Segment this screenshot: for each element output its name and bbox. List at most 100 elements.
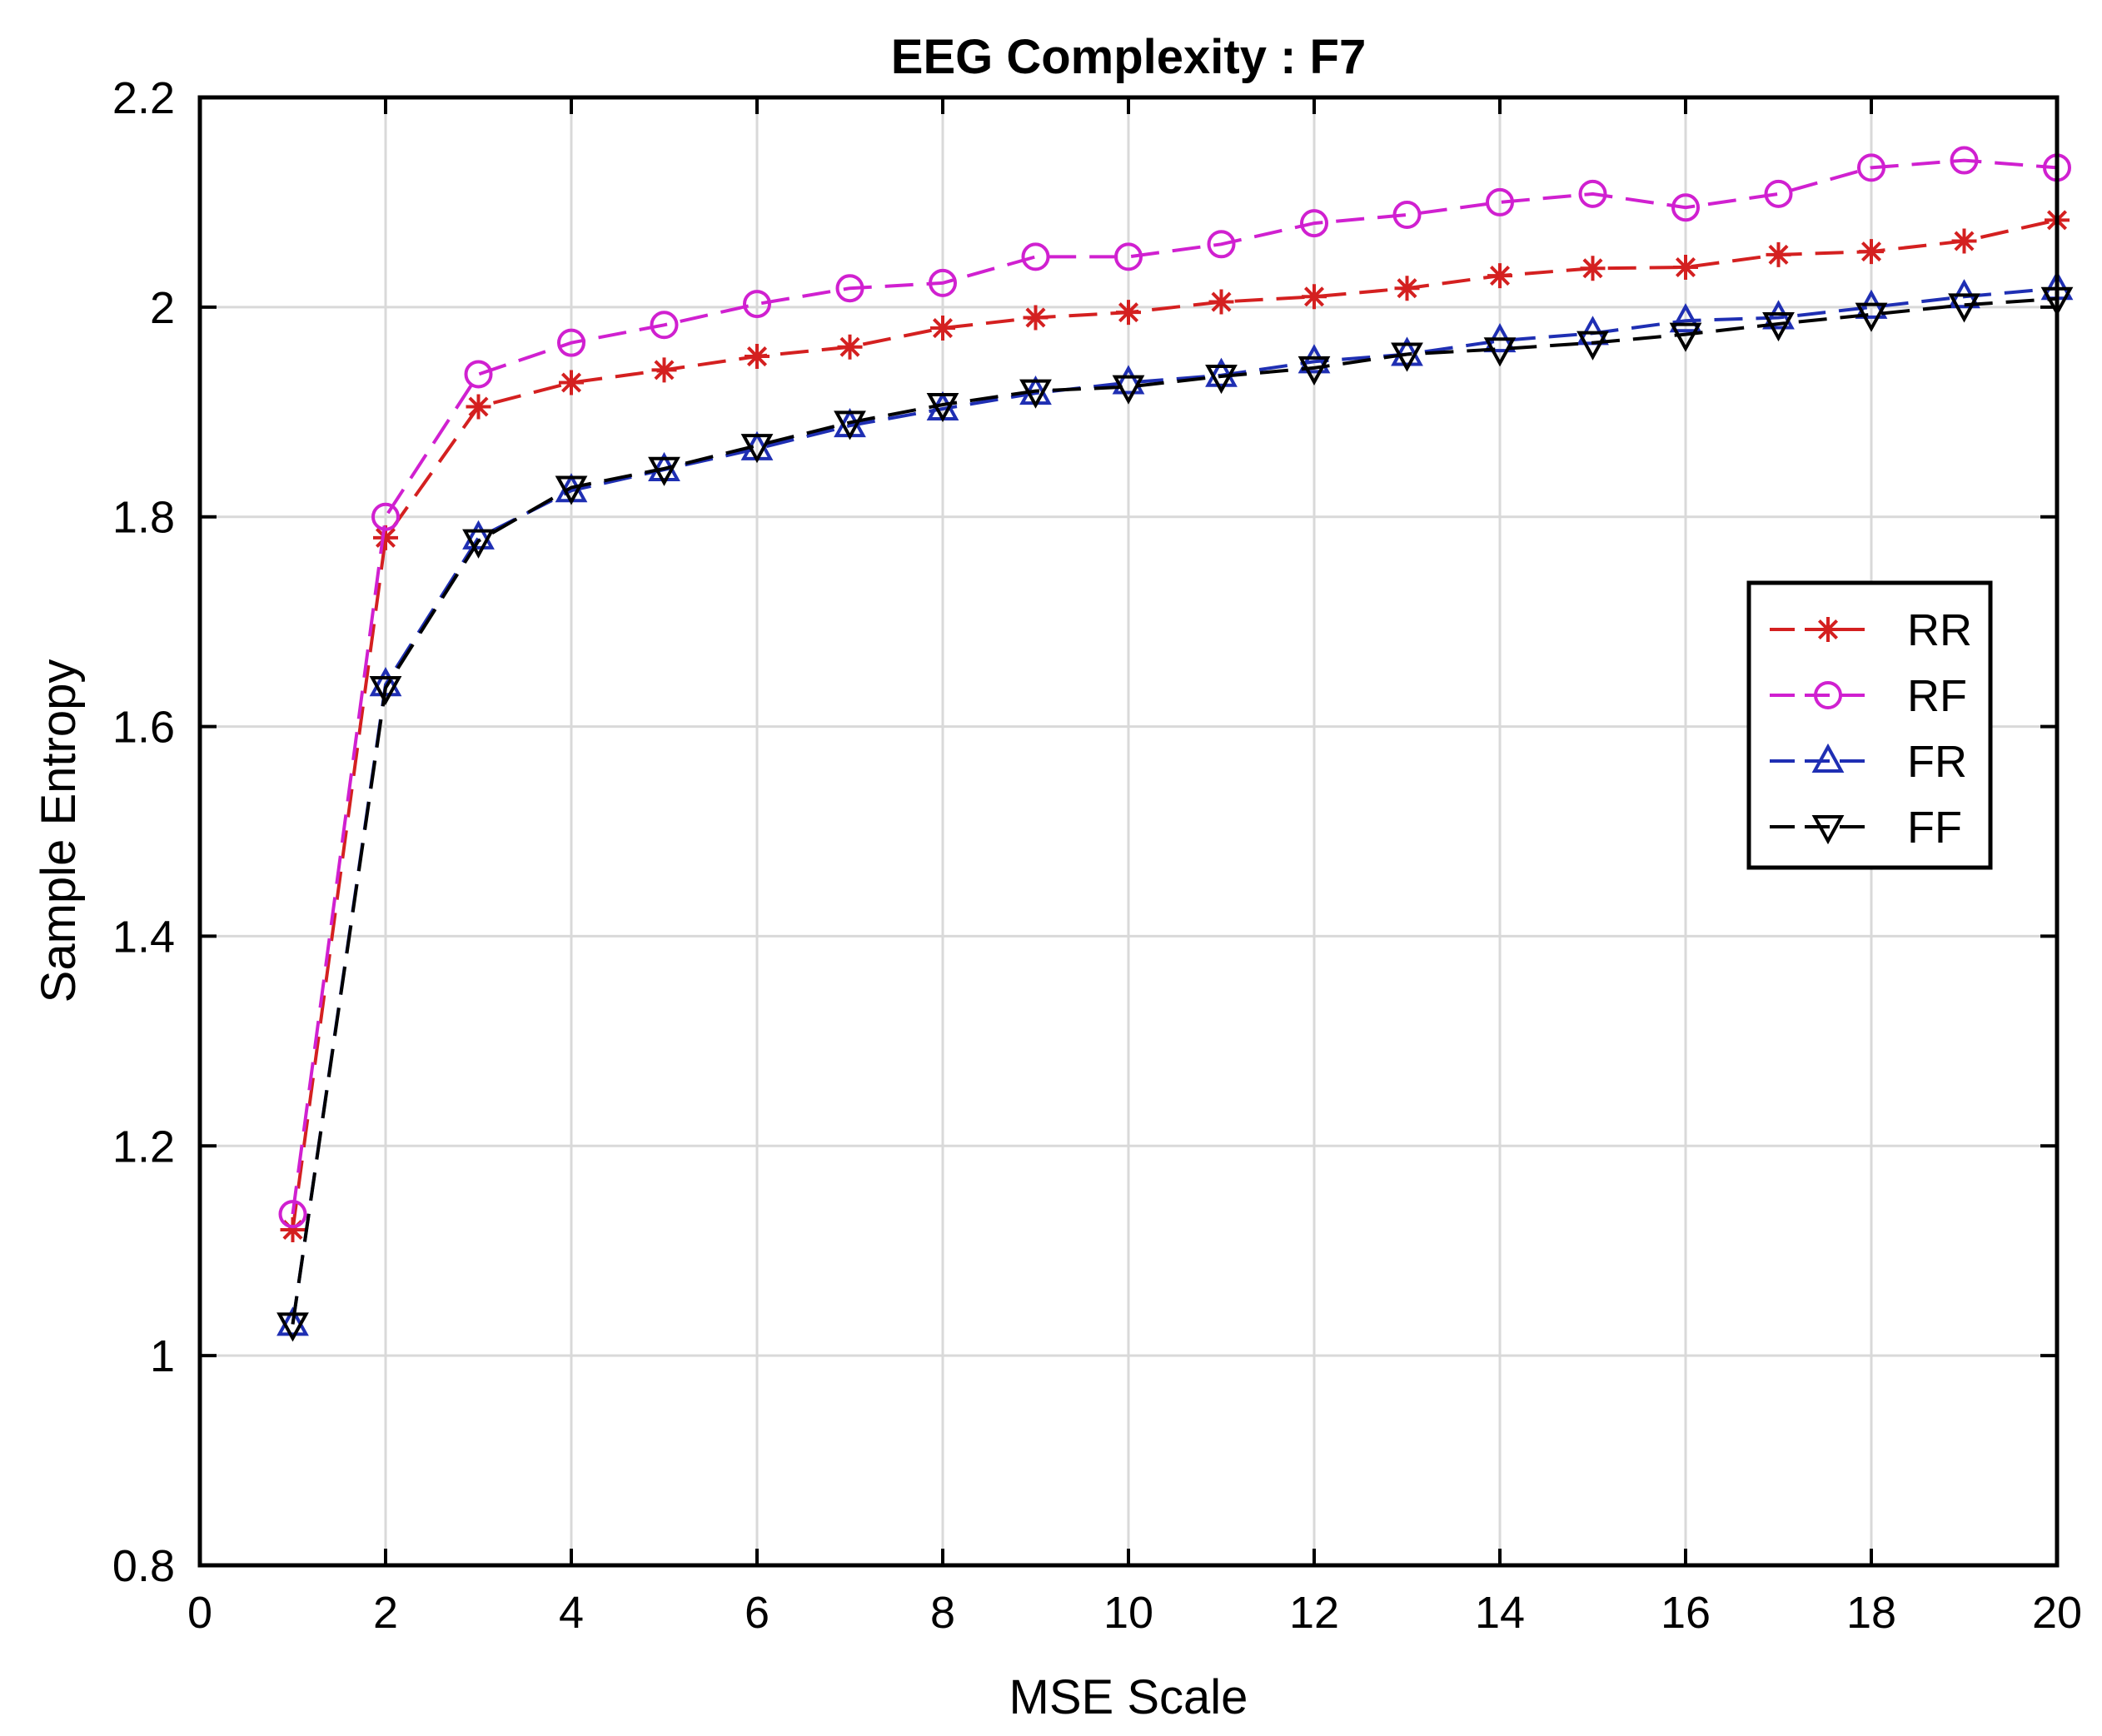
data-point <box>929 268 957 297</box>
data-point <box>1205 364 1238 395</box>
y-tick-label: 1.6 <box>112 703 175 753</box>
y-tick-label: 0.8 <box>112 1541 175 1591</box>
legend-marker <box>1814 681 1842 709</box>
legend-label: RF <box>1907 671 1967 721</box>
data-point <box>930 316 955 341</box>
data-point <box>837 334 863 360</box>
x-tick-label: 20 <box>2032 1588 2082 1638</box>
data-point <box>369 675 402 706</box>
y-tick-label: 1 <box>150 1331 175 1381</box>
data-point <box>1021 242 1050 271</box>
chart-title: EEG Complexity : F7 <box>891 30 1366 84</box>
data-point <box>648 456 680 486</box>
data-point <box>1302 284 1327 310</box>
data-point <box>1300 209 1328 238</box>
series-line-rf <box>291 158 2058 1215</box>
x-tick-label: 2 <box>373 1588 398 1638</box>
x-tick-label: 12 <box>1289 1588 1339 1638</box>
data-point <box>1951 228 1977 254</box>
data-point <box>1948 293 1980 323</box>
y-tick-label: 1.2 <box>112 1122 175 1171</box>
data-point <box>1671 193 1700 222</box>
data-point <box>1859 239 1884 265</box>
data-point <box>1576 331 1609 361</box>
data-point <box>926 392 959 423</box>
x-tick-label: 16 <box>1661 1588 1711 1638</box>
data-point <box>466 394 491 420</box>
data-point <box>1019 379 1052 409</box>
series-line-rr <box>291 218 2058 1231</box>
legend-marker <box>1811 815 1845 845</box>
y-tick-label: 2 <box>150 283 175 333</box>
data-point <box>650 311 679 340</box>
data-point <box>1950 146 1979 175</box>
data-point <box>1766 241 1791 267</box>
data-point <box>462 520 495 550</box>
data-point <box>1487 263 1512 289</box>
data-point <box>1112 365 1145 395</box>
data-point <box>1391 336 1423 366</box>
data-point <box>280 1217 306 1243</box>
ticks: 0 2 4 6 8 10 12 14 16 18 20 0.8 1 1.2 1.4 1.6 1.8 2 2.2 <box>112 73 2082 1638</box>
x-tick-label: 4 <box>559 1588 584 1638</box>
x-axis-title: MSE Scale <box>1009 1670 1248 1724</box>
data-point <box>1394 276 1420 301</box>
data-point <box>559 370 584 395</box>
legend-item-fr: FR <box>1770 737 1967 787</box>
legend-item-rf: RF <box>1770 671 1967 721</box>
data-point <box>1205 357 1238 387</box>
data-point <box>743 290 771 319</box>
legend-item-rr: RR <box>1770 605 1972 655</box>
data-point <box>1114 242 1143 271</box>
x-tick-label: 18 <box>1846 1588 1896 1638</box>
data-point <box>651 357 677 383</box>
data-point <box>1391 342 1423 372</box>
data-point <box>1673 255 1698 281</box>
data-point <box>1857 153 1885 182</box>
legend-label: FF <box>1907 803 1962 853</box>
data-point <box>464 360 493 389</box>
data-point <box>557 328 585 357</box>
data-point <box>462 529 495 559</box>
data-point <box>1855 302 1888 332</box>
x-tick-label: 10 <box>1103 1588 1153 1638</box>
data-point <box>1208 289 1234 315</box>
series-line-fr <box>291 286 2058 1325</box>
y-tick-label: 1.8 <box>112 493 175 543</box>
data-point <box>1298 356 1331 386</box>
data-point <box>1486 187 1514 216</box>
legend-label: FR <box>1907 737 1967 787</box>
legend-item-ff: FF <box>1770 803 1962 853</box>
data-point <box>1764 179 1793 208</box>
legend-label: RR <box>1907 605 1972 655</box>
data-point <box>276 1312 309 1342</box>
data-point <box>745 344 770 370</box>
data-point <box>1762 312 1795 342</box>
data-point <box>373 525 398 550</box>
data-point <box>276 1306 309 1336</box>
data-point <box>1580 256 1606 281</box>
data-point <box>1483 337 1517 367</box>
y-tick-label: 2.2 <box>112 73 175 123</box>
data-point <box>834 410 866 440</box>
data-point <box>371 502 400 531</box>
legend-marker <box>1816 617 1840 642</box>
x-tick-label: 14 <box>1475 1588 1525 1638</box>
series-group <box>276 146 2074 1342</box>
data-point <box>1116 300 1141 326</box>
x-tick-label: 6 <box>745 1588 770 1638</box>
data-point <box>1023 305 1049 331</box>
data-point <box>1207 230 1236 259</box>
y-axis-title: Sample Entropy <box>32 659 86 1003</box>
data-point <box>555 475 588 505</box>
x-tick-label: 8 <box>930 1588 955 1638</box>
data-point <box>1112 375 1145 405</box>
data-point <box>740 434 774 464</box>
data-point <box>835 274 864 303</box>
legend: RR RF FR FF <box>1746 580 1993 870</box>
data-point <box>1669 303 1702 333</box>
data-point <box>1669 322 1702 352</box>
data-point <box>1578 179 1607 208</box>
data-point <box>278 1200 307 1229</box>
